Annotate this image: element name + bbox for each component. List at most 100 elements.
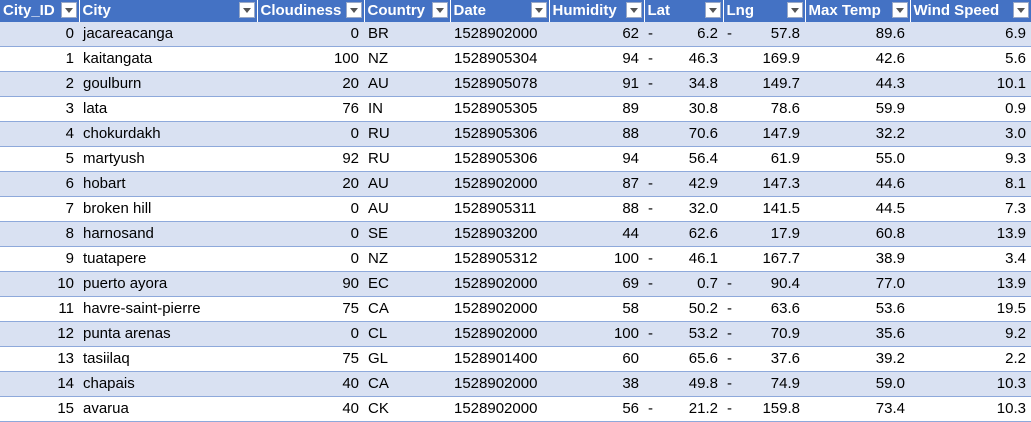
table-row[interactable]: 6 hobart 20 AU 1528902000 87- 42.9 147.3 44.6 8.1 — [0, 171, 1031, 197]
cell-lng[interactable]: 149.7 — [723, 71, 805, 97]
cell-max-temp[interactable]: 59.0 — [805, 371, 910, 397]
cell-max-temp[interactable]: 44.3 — [805, 71, 910, 97]
cell-city-id[interactable]: 10 — [0, 271, 79, 297]
cell-cloudiness[interactable]: 0 — [257, 196, 364, 222]
table-row[interactable]: 12 punta arenas 0 CL 1528902000 100-53.2-70.9… — [0, 321, 1031, 347]
table-row[interactable]: 2 goulburn 20 AU 1528905078 91- 34.8 149.7 44.3 1… — [0, 71, 1031, 97]
cell-city-id[interactable]: 1 — [0, 46, 79, 72]
cell-lng[interactable]: - 70.9 — [723, 321, 805, 347]
cell-humidity[interactable]: 60 — [549, 346, 644, 372]
cell-date[interactable]: 1528902000 — [450, 321, 549, 347]
cell-lng[interactable]: 17.9 — [723, 221, 805, 247]
cell-humidity[interactable]: 62 — [549, 22, 644, 47]
cell-city[interactable]: martyush — [79, 146, 257, 172]
cell-city-id[interactable]: 6 — [0, 171, 79, 197]
column-header-country[interactable]: Country — [364, 0, 451, 22]
cell-humidity[interactable]: 87 — [549, 171, 644, 197]
dropdown-filter-icon[interactable] — [704, 2, 721, 18]
cell-country[interactable]: SE — [364, 221, 450, 247]
cell-city-id[interactable]: 11 — [0, 296, 79, 322]
table-row[interactable]: 14 chapais 40 CA 1528902000 38 49.8- 74.9 59.0 10… — [0, 371, 1031, 397]
cell-country[interactable]: GL — [364, 346, 450, 372]
cell-cloudiness[interactable]: 20 — [257, 171, 364, 197]
cell-date[interactable]: 1528905306 — [450, 146, 549, 172]
cell-date[interactable]: 1528902000 — [450, 371, 549, 397]
cell-lng[interactable]: 141.5 — [723, 196, 805, 222]
cell-city[interactable]: goulburn — [79, 71, 257, 97]
cell-max-temp[interactable]: 32.2 — [805, 121, 910, 147]
cell-lng[interactable]: 167.7 — [723, 246, 805, 272]
cell-cloudiness[interactable]: 75 — [257, 346, 364, 372]
cell-city-id[interactable]: 9 — [0, 246, 79, 272]
cell-date[interactable]: 1528902000 — [450, 271, 549, 297]
dropdown-filter-icon[interactable] — [530, 2, 547, 18]
cell-lat[interactable]: 30.8 — [644, 96, 723, 122]
cell-wind-speed[interactable]: 13.9 — [910, 221, 1031, 247]
cell-city[interactable]: havre-saint-pierre — [79, 296, 257, 322]
cell-date[interactable]: 1528905312 — [450, 246, 549, 272]
cell-humidity[interactable]: 56 — [549, 396, 644, 422]
table-row[interactable]: 1 kaitangata 100 NZ 1528905304 94- 46.3 169.9 42… — [0, 46, 1031, 72]
cell-cloudiness[interactable]: 40 — [257, 371, 364, 397]
cell-city[interactable]: tuatapere — [79, 246, 257, 272]
cell-cloudiness[interactable]: 0 — [257, 22, 364, 47]
table-row[interactable]: 3 lata 76 IN 1528905305 89 30.8 78.6 59.9 0.9 — [0, 96, 1031, 122]
cell-lng[interactable]: 147.3 — [723, 171, 805, 197]
column-header-max-temp[interactable]: Max Temp — [805, 0, 911, 22]
cell-max-temp[interactable]: 60.8 — [805, 221, 910, 247]
dropdown-filter-icon[interactable] — [891, 2, 908, 18]
cell-city[interactable]: tasiilaq — [79, 346, 257, 372]
cell-wind-speed[interactable]: 9.3 — [910, 146, 1031, 172]
cell-wind-speed[interactable]: 3.4 — [910, 246, 1031, 272]
cell-humidity[interactable]: 91 — [549, 71, 644, 97]
table-row[interactable]: 4 chokurdakh 0 RU 1528905306 88 70.6 147.9 32.2 3… — [0, 121, 1031, 147]
cell-humidity[interactable]: 89 — [549, 96, 644, 122]
table-row[interactable]: 11 havre-saint-pierre 75 CA 1528902000 58 50.2… — [0, 296, 1031, 322]
cell-lat[interactable]: - 46.1 — [644, 246, 723, 272]
dropdown-filter-icon[interactable] — [60, 2, 77, 18]
column-header-cloudiness[interactable]: Cloudiness — [257, 0, 365, 22]
column-header-city[interactable]: City — [79, 0, 258, 22]
cell-country[interactable]: CA — [364, 296, 450, 322]
cell-cloudiness[interactable]: 0 — [257, 221, 364, 247]
cell-cloudiness[interactable]: 0 — [257, 121, 364, 147]
dropdown-filter-icon[interactable] — [431, 2, 448, 18]
cell-humidity[interactable]: 88 — [549, 196, 644, 222]
dropdown-filter-icon[interactable] — [786, 2, 803, 18]
cell-city[interactable]: harnosand — [79, 221, 257, 247]
cell-wind-speed[interactable]: 9.2 — [910, 321, 1031, 347]
cell-city-id[interactable]: 8 — [0, 221, 79, 247]
cell-country[interactable]: BR — [364, 22, 450, 47]
cell-max-temp[interactable]: 73.4 — [805, 396, 910, 422]
cell-wind-speed[interactable]: 6.9 — [910, 22, 1031, 47]
cell-city-id[interactable]: 13 — [0, 346, 79, 372]
cell-city[interactable]: broken hill — [79, 196, 257, 222]
cell-date[interactable]: 1528905304 — [450, 46, 549, 72]
cell-wind-speed[interactable]: 7.3 — [910, 196, 1031, 222]
cell-country[interactable]: CA — [364, 371, 450, 397]
cell-lat[interactable]: - 32.0 — [644, 196, 723, 222]
table-row[interactable]: 8 harnosand 0 SE 1528903200 44 62.6 17.9 60.8 13.… — [0, 221, 1031, 247]
table-row[interactable]: 13 tasiilaq 75 GL 1528901400 60 65.6- 37.6 39.2 2… — [0, 346, 1031, 372]
cell-wind-speed[interactable]: 3.0 — [910, 121, 1031, 147]
cell-max-temp[interactable]: 44.6 — [805, 171, 910, 197]
cell-humidity[interactable]: 94 — [549, 46, 644, 72]
cell-city[interactable]: kaitangata — [79, 46, 257, 72]
cell-city-id[interactable]: 0 — [0, 22, 79, 47]
cell-lat[interactable]: 70.6 — [644, 121, 723, 147]
cell-humidity[interactable]: 38 — [549, 371, 644, 397]
cell-country[interactable]: AU — [364, 171, 450, 197]
cell-lng[interactable]: 61.9 — [723, 146, 805, 172]
cell-wind-speed[interactable]: 10.3 — [910, 371, 1031, 397]
cell-humidity[interactable]: 58 — [549, 296, 644, 322]
cell-country[interactable]: EC — [364, 271, 450, 297]
cell-wind-speed[interactable]: 5.6 — [910, 46, 1031, 72]
cell-city[interactable]: chokurdakh — [79, 121, 257, 147]
column-header-lng[interactable]: Lng — [723, 0, 806, 22]
cell-lat[interactable]: 56.4 — [644, 146, 723, 172]
cell-max-temp[interactable]: 59.9 — [805, 96, 910, 122]
cell-date[interactable]: 1528901400 — [450, 346, 549, 372]
cell-cloudiness[interactable]: 92 — [257, 146, 364, 172]
cell-city[interactable]: chapais — [79, 371, 257, 397]
table-row[interactable]: 15 avarua 40 CK 1528902000 56-21.2-159.8 73.4 1… — [0, 396, 1031, 422]
